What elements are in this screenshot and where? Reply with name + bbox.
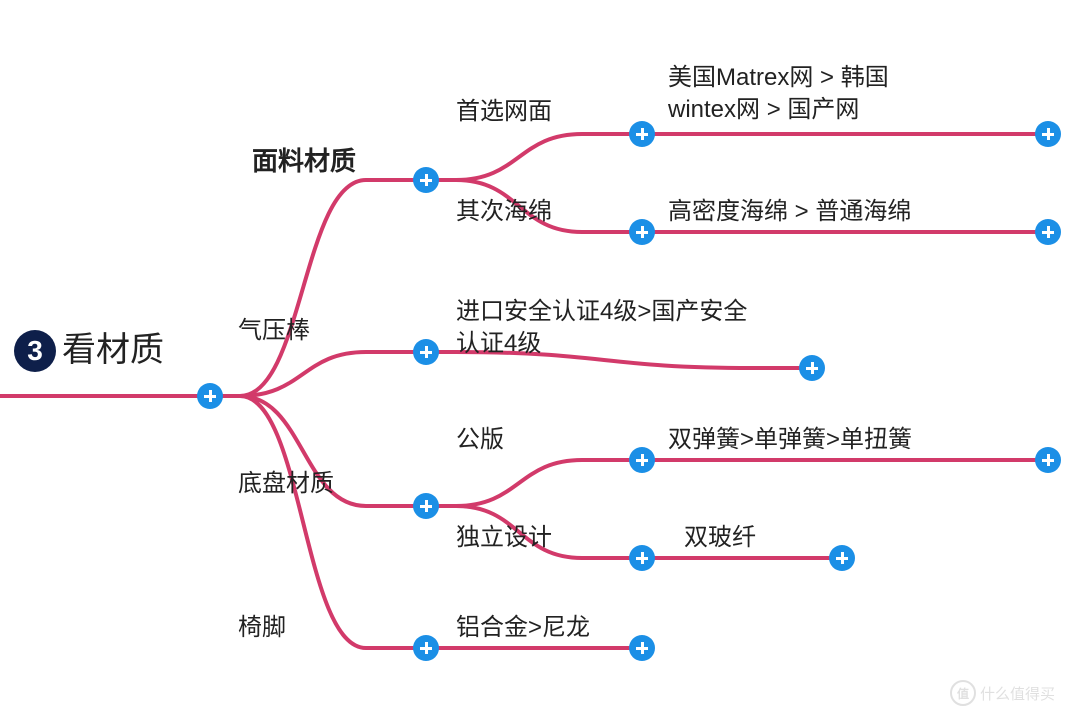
public-node[interactable]: [629, 447, 655, 473]
base-label: 底盘材质: [238, 468, 334, 500]
sponge-rank-label: 高密度海绵 > 普通海绵: [668, 196, 911, 228]
mesh-first-node[interactable]: [629, 121, 655, 147]
root-label: 看材质: [62, 328, 164, 374]
mesh-first-label: 首选网面: [456, 96, 552, 128]
sponge-rank-node[interactable]: [1035, 219, 1061, 245]
watermark: 值什么值得买: [950, 680, 1055, 706]
legs-rank-label: 铝合金>尼龙: [456, 612, 590, 644]
legs-rank-node[interactable]: [629, 635, 655, 661]
root-node[interactable]: [197, 383, 223, 409]
fabric-node[interactable]: [413, 167, 439, 193]
mesh-rank-label: 美国Matrex网 > 韩国 wintex网 > 国产网: [668, 62, 889, 127]
gas-lift-node[interactable]: [413, 339, 439, 365]
watermark-text: 什么值得买: [980, 683, 1055, 704]
spring-rank-label: 双弹簧>单弹簧>单扭簧: [668, 424, 912, 456]
sponge-second-label: 其次海绵: [456, 196, 552, 228]
custom-node[interactable]: [629, 545, 655, 571]
legs-node[interactable]: [413, 635, 439, 661]
sponge-second-node[interactable]: [629, 219, 655, 245]
watermark-icon: 值: [950, 680, 976, 706]
gas-lift-label: 气压棒: [238, 315, 310, 347]
custom-label: 独立设计: [456, 522, 552, 554]
fiberglass-node[interactable]: [829, 545, 855, 571]
mesh-rank-node[interactable]: [1035, 121, 1061, 147]
fabric-label: 面料材质: [252, 144, 356, 179]
public-label: 公版: [456, 424, 504, 456]
gas-cert-node[interactable]: [799, 355, 825, 381]
base-node[interactable]: [413, 493, 439, 519]
spring-rank-node[interactable]: [1035, 447, 1061, 473]
root-badge: 3: [14, 330, 56, 372]
fiberglass-label: 双玻纤: [684, 522, 756, 554]
legs-label: 椅脚: [238, 612, 286, 644]
gas-cert-label: 进口安全认证4级>国产安全 认证4级: [456, 296, 747, 361]
